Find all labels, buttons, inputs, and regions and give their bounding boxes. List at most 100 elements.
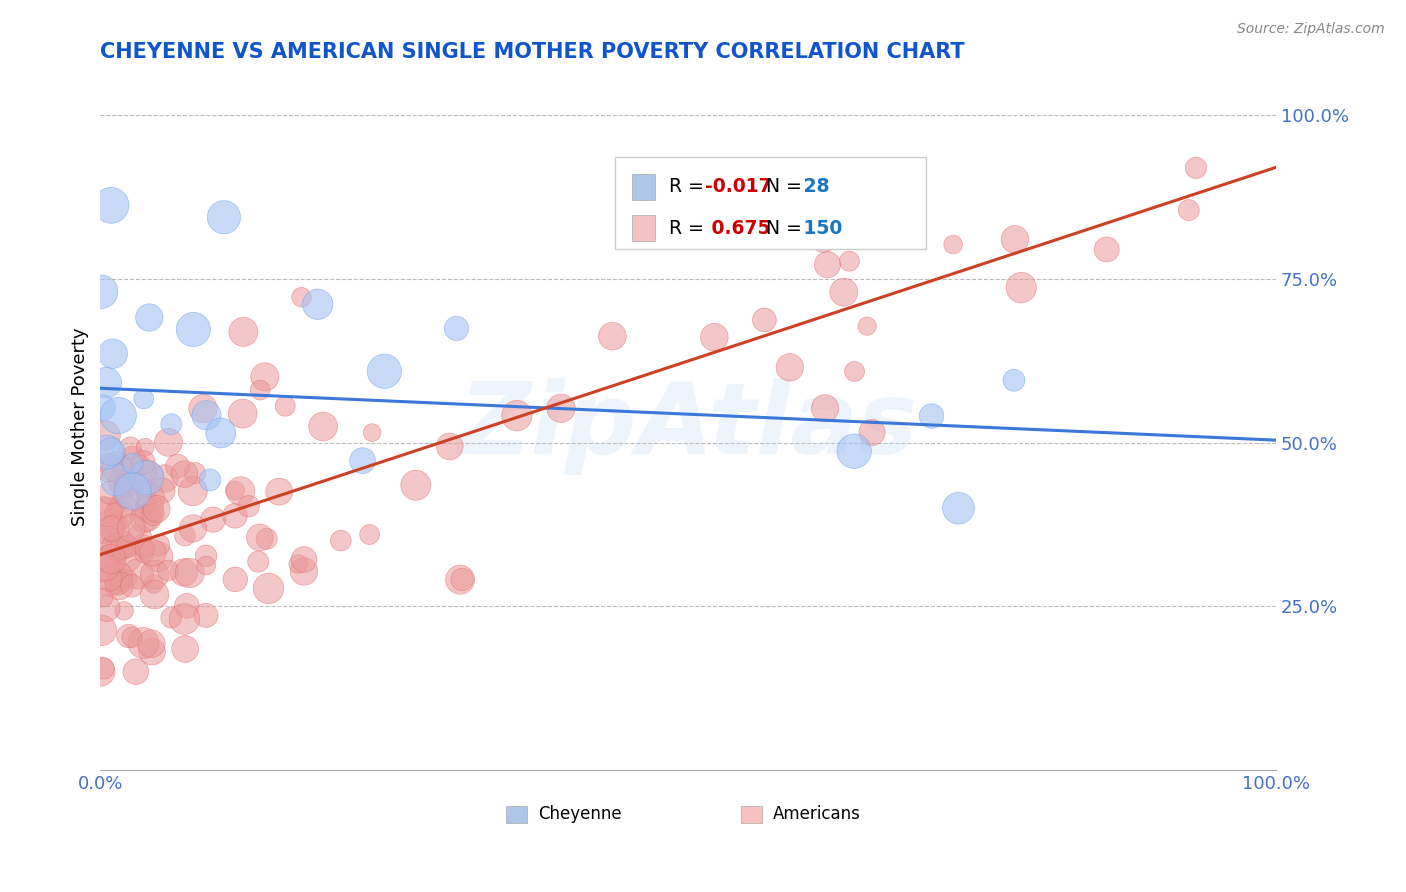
Point — [91, 540, 114, 554]
Point — [115, 488, 138, 502]
Text: CHEYENNE VS AMERICAN SINGLE MOTHER POVERTY CORRELATION CHART: CHEYENNE VS AMERICAN SINGLE MOTHER POVER… — [100, 42, 965, 62]
Point — [110, 538, 132, 552]
Point — [838, 254, 860, 268]
Point — [101, 347, 124, 361]
Point — [232, 407, 254, 421]
Point — [1177, 203, 1199, 218]
Text: 0.675: 0.675 — [704, 219, 770, 237]
Point — [138, 501, 160, 516]
Point — [94, 561, 117, 575]
Point — [274, 399, 297, 413]
Point — [105, 500, 128, 514]
Point — [145, 502, 167, 516]
Point — [107, 409, 129, 423]
Point — [602, 329, 624, 343]
Point — [181, 521, 204, 535]
Point — [860, 425, 883, 440]
Point — [115, 479, 138, 493]
Point — [134, 541, 156, 556]
Point — [212, 210, 235, 224]
Point — [921, 409, 943, 423]
Point — [108, 508, 131, 522]
Point — [115, 549, 138, 564]
Point — [249, 531, 271, 545]
Point — [97, 574, 120, 589]
Text: N =: N = — [766, 178, 801, 196]
Point — [191, 401, 214, 416]
Point — [290, 290, 312, 304]
Point — [93, 591, 115, 605]
Point — [97, 460, 120, 475]
Point — [120, 441, 142, 455]
Point — [782, 178, 804, 193]
Bar — [506, 805, 527, 823]
Point — [224, 508, 246, 523]
Point — [134, 464, 156, 478]
Text: N =: N = — [766, 219, 801, 237]
Point — [506, 409, 529, 423]
Point — [948, 501, 970, 516]
Point — [1095, 243, 1118, 257]
Point — [224, 573, 246, 587]
Point — [815, 258, 838, 272]
Point — [105, 542, 128, 557]
Point — [111, 475, 134, 490]
Bar — [631, 174, 655, 200]
Point — [111, 541, 134, 555]
Point — [96, 445, 118, 459]
Point — [108, 577, 131, 591]
Point — [121, 451, 143, 466]
Point — [143, 567, 166, 582]
Point — [104, 521, 127, 535]
Point — [98, 550, 121, 565]
Point — [94, 428, 117, 442]
Point — [256, 532, 278, 546]
Point — [93, 661, 115, 675]
Point — [253, 370, 276, 384]
Point — [100, 522, 122, 536]
Point — [174, 528, 197, 542]
Point — [238, 500, 260, 514]
Point — [184, 466, 207, 480]
Point — [141, 637, 163, 651]
Point — [110, 543, 132, 558]
Point — [844, 364, 866, 378]
Point — [446, 321, 468, 335]
FancyBboxPatch shape — [616, 157, 925, 249]
Point — [136, 510, 159, 524]
Point — [90, 624, 112, 638]
Point — [202, 513, 225, 527]
Point — [157, 435, 180, 450]
Point — [138, 310, 160, 325]
Point — [96, 601, 118, 615]
Point — [139, 491, 162, 505]
Point — [117, 571, 139, 585]
Point — [108, 579, 131, 593]
Point — [195, 409, 218, 423]
Point — [121, 457, 143, 471]
Point — [173, 566, 195, 580]
Point — [373, 364, 395, 378]
Point — [942, 237, 965, 252]
Point — [120, 521, 142, 535]
Y-axis label: Single Mother Poverty: Single Mother Poverty — [72, 327, 89, 525]
Point — [176, 599, 198, 613]
Point — [224, 483, 246, 498]
Point — [136, 469, 159, 483]
Point — [112, 498, 135, 512]
Point — [96, 505, 118, 519]
Point — [127, 566, 149, 581]
Point — [361, 425, 384, 440]
Point — [98, 485, 121, 500]
Point — [101, 551, 124, 566]
Text: 28: 28 — [797, 178, 830, 196]
Point — [146, 549, 169, 564]
Point — [312, 419, 335, 434]
Point — [142, 577, 165, 591]
Point — [183, 322, 205, 336]
Point — [136, 499, 159, 513]
Point — [195, 558, 218, 573]
Point — [550, 401, 572, 416]
Point — [844, 444, 866, 458]
Point — [195, 549, 218, 563]
